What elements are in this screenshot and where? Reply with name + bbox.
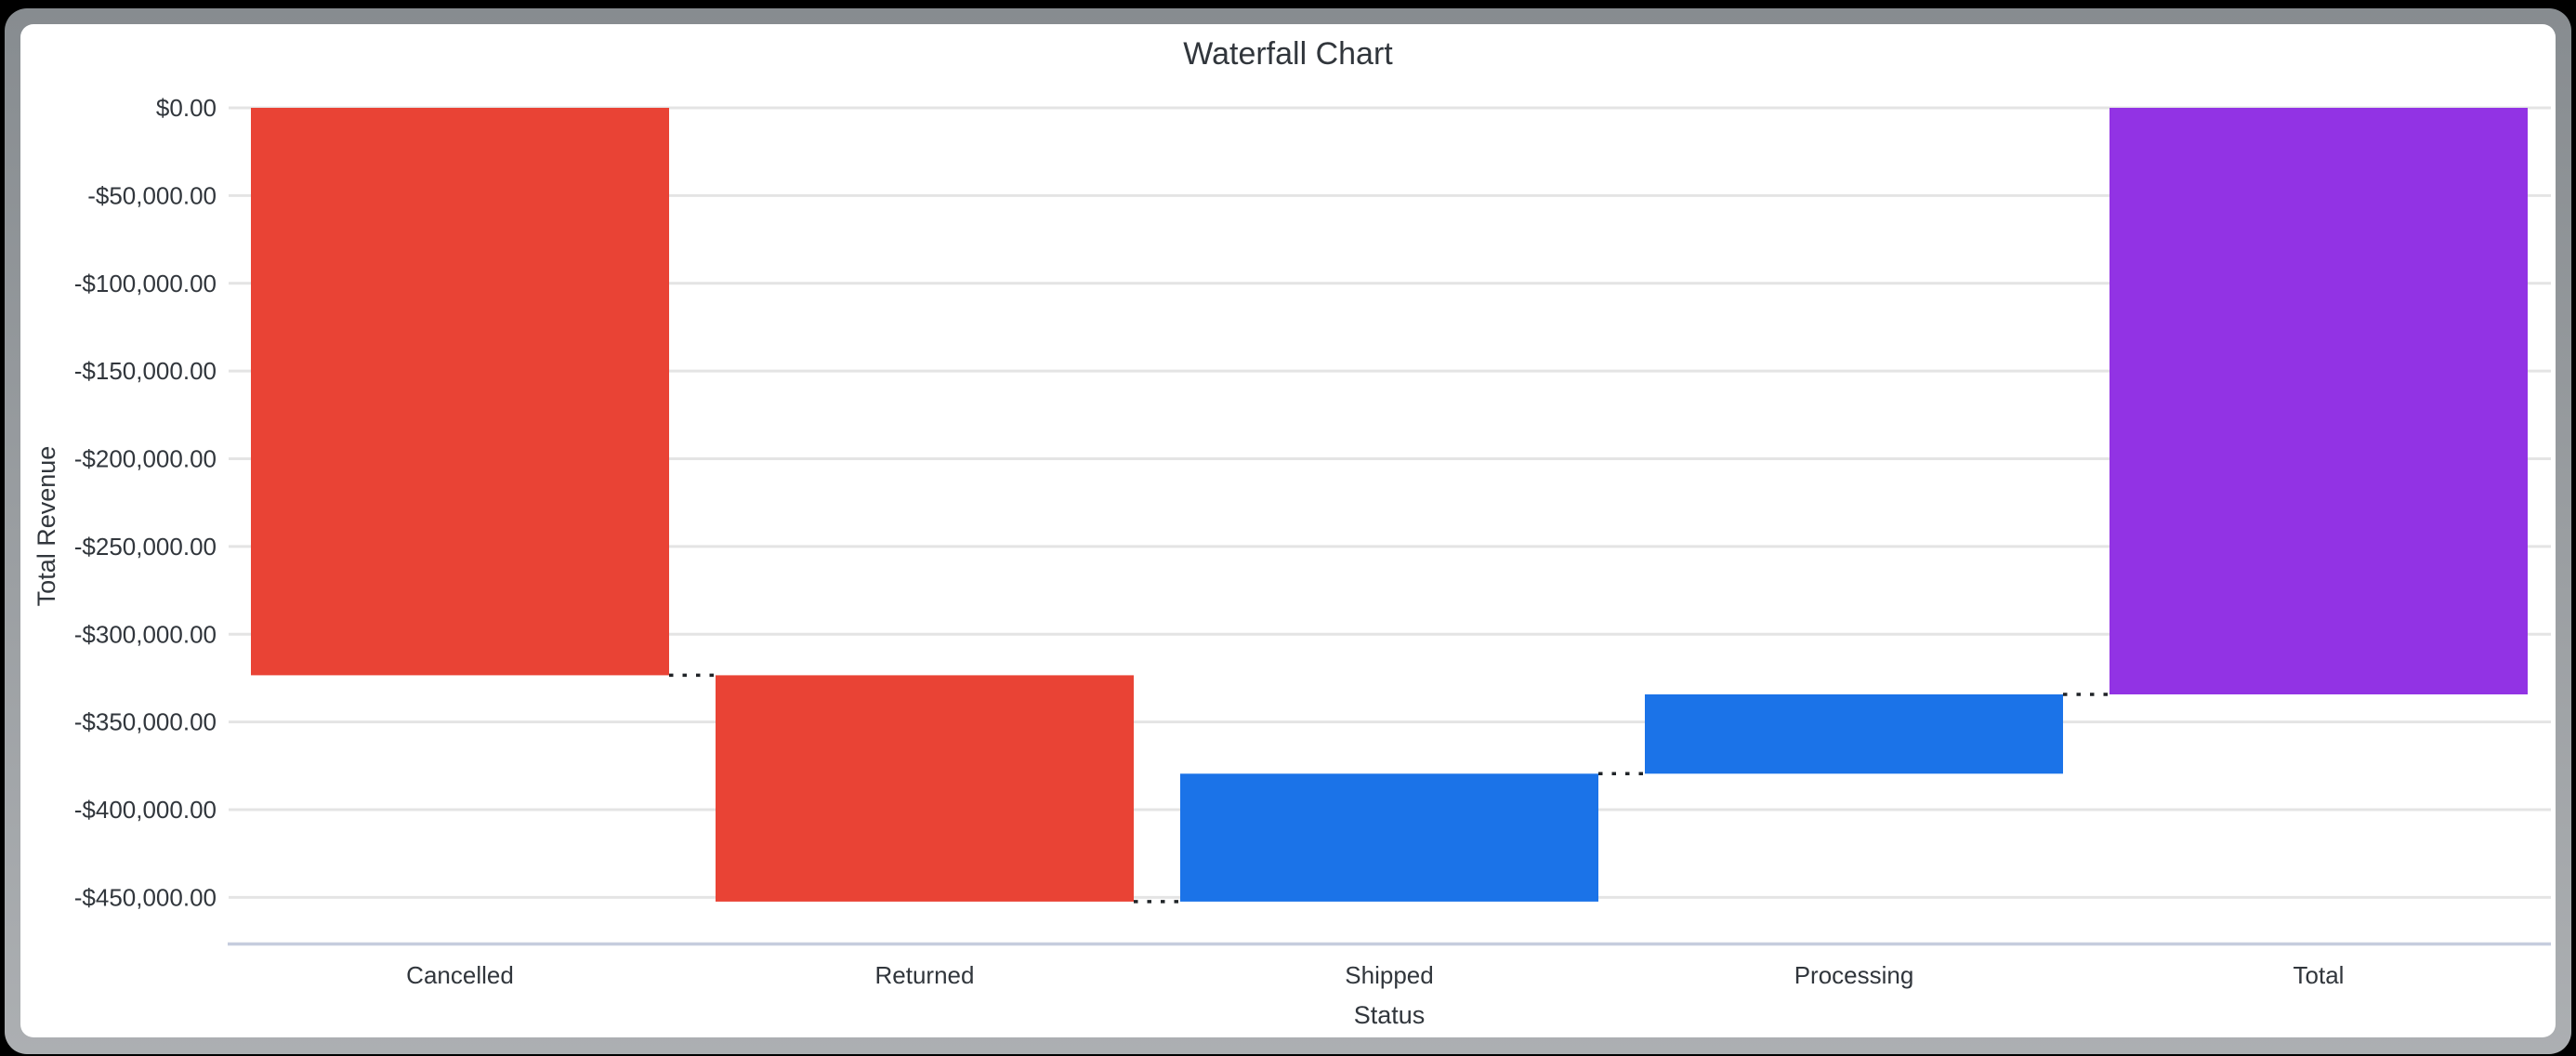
y-tick-label: -$100,000.00 xyxy=(74,270,217,297)
x-tick-label: Returned xyxy=(875,961,975,989)
x-axis-title: Status xyxy=(1354,1001,1426,1029)
y-tick-label: -$150,000.00 xyxy=(74,357,217,385)
y-tick-label: -$350,000.00 xyxy=(74,708,217,736)
y-tick-label: -$300,000.00 xyxy=(74,620,217,648)
y-tick-label: -$400,000.00 xyxy=(74,796,217,824)
y-tick-label: -$250,000.00 xyxy=(74,533,217,561)
x-tick-label: Shipped xyxy=(1345,961,1433,989)
y-axis-tick-labels: $0.00 -$50,000.00 -$100,000.00 -$150,000.00… xyxy=(74,94,217,911)
y-tick-label: $0.00 xyxy=(156,94,217,122)
x-tick-label: Total xyxy=(2293,961,2345,989)
y-tick-label: -$50,000.00 xyxy=(87,181,217,209)
x-tick-label: Cancelled xyxy=(406,961,514,989)
bar-returned xyxy=(716,675,1134,902)
x-tick-label: Processing xyxy=(1794,961,1914,989)
x-axis-category-labels: Cancelled Returned Shipped Processing Total xyxy=(406,961,2344,989)
bar-processing xyxy=(1645,693,2063,774)
chart-title: Waterfall Chart xyxy=(1183,36,1393,72)
bar-shipped xyxy=(1180,773,1598,902)
y-tick-label: -$200,000.00 xyxy=(74,445,217,473)
bar-total xyxy=(2109,108,2528,694)
bar-layer xyxy=(251,108,2528,902)
bar-cancelled xyxy=(251,108,669,676)
y-axis-title: Total Revenue xyxy=(33,446,60,607)
y-tick-label: -$450,000.00 xyxy=(74,883,217,911)
